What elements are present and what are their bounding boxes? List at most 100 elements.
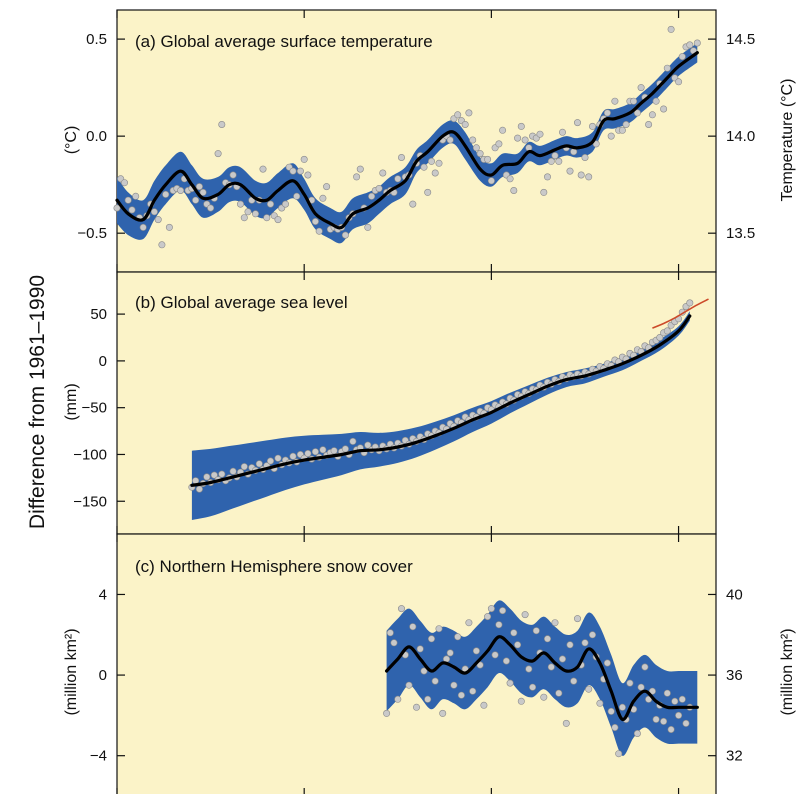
panel-a-data-point <box>293 192 301 200</box>
panel-c-data-point <box>439 709 447 717</box>
panel-a-data-point <box>311 218 319 226</box>
panel-b-left-tick-label: 0 <box>99 353 107 370</box>
panel-c-data-point <box>525 665 533 673</box>
panel-a-data-point <box>431 169 439 177</box>
panel-a-data-point <box>581 154 589 162</box>
panel-b-data-point <box>203 473 211 481</box>
panel-c-data-point <box>442 655 450 663</box>
panel-b-data-point <box>229 467 237 475</box>
shared-ylabel: Difference from 1961–1990 <box>26 275 49 529</box>
panel-a-data-point <box>150 208 158 216</box>
panel-a-title: (a) Global average surface temperature <box>135 32 433 51</box>
panel-a-data-point <box>259 165 267 173</box>
panel-b-data-point <box>210 471 218 479</box>
panel-a-data-point <box>192 196 200 204</box>
panel-c-data-point <box>450 681 458 689</box>
panel-c-data-point <box>484 613 492 621</box>
panel-a-data-point <box>476 150 484 158</box>
panel-c-data-point <box>469 687 477 695</box>
panel-c-data-point <box>633 729 641 737</box>
panel-c-data-point <box>390 639 398 647</box>
panel-c-data-point <box>540 693 548 701</box>
panel-a-ylabel-right: Temperature (°C) <box>779 79 796 202</box>
panel-c-title: (c) Northern Hemisphere snow cover <box>135 557 413 576</box>
panel-c-data-point <box>682 719 690 727</box>
panel-c-data-point <box>618 703 626 711</box>
panel-c-data-point <box>667 725 675 733</box>
panel-c-ylabel-right: (million km²) <box>779 628 796 715</box>
panel-a-data-point <box>207 204 215 212</box>
panel-c-right-tick-label: 40 <box>726 586 743 603</box>
panel-b-left-tick-label: −150 <box>73 493 107 510</box>
panel-c-data-point <box>491 651 499 659</box>
panel-b-data-point <box>364 441 372 449</box>
panel-c-data-point <box>660 717 668 725</box>
panel-c-data-point <box>570 677 578 685</box>
panel-c-data-point <box>476 661 484 669</box>
panel-a-data-point <box>521 136 529 144</box>
panel-c-data-point <box>551 619 559 627</box>
panel-a-data-point <box>540 188 548 196</box>
panel-a-data-point <box>397 154 405 162</box>
panel-c-data-point <box>510 629 518 637</box>
panel-c-data-point <box>514 641 522 649</box>
panel-b-data-point <box>341 445 349 453</box>
panel-a-data-point <box>315 227 323 235</box>
panel-b-data-point <box>266 457 274 465</box>
panel-a-data-point <box>162 190 170 198</box>
panel-a-data-point <box>551 152 559 160</box>
panel-c-data-point <box>517 697 525 705</box>
panel-a-data-point <box>603 109 611 117</box>
panel-a-data-point <box>304 171 312 179</box>
panel-a-ylabel-left: (°C) <box>63 126 80 155</box>
panel-a-data-point <box>592 140 600 148</box>
panel-a-data-point <box>424 188 432 196</box>
panel-a-data-point <box>652 97 660 105</box>
panel-a-data-point <box>218 121 226 129</box>
panel-a-smoothed-line <box>115 51 699 230</box>
panel-c-data-point <box>615 750 623 758</box>
panel-a-left-tick-label: 0.5 <box>86 31 107 48</box>
panel-a-data-point <box>296 167 304 175</box>
panel-c-data-point <box>562 719 570 727</box>
panel-a-data-point <box>566 167 574 175</box>
panel-a-data-point <box>570 148 578 156</box>
panel-c-left-tick-label: 4 <box>99 586 107 603</box>
panel-a-data-point <box>573 119 581 127</box>
panel-a-data-point <box>132 192 140 200</box>
panel-c-data-point <box>397 605 405 613</box>
panel-b-data-point <box>304 449 312 457</box>
panel-a-data-point <box>446 136 454 144</box>
panel-a-data-point <box>281 200 289 208</box>
panel-a-data-point <box>139 223 147 231</box>
panel-a-right-tick-label: 14.5 <box>726 31 755 48</box>
panel-a-data-point <box>633 109 641 117</box>
panel-a-data-point <box>693 39 701 47</box>
panel-c-data-point <box>611 723 619 731</box>
panel-c-data-point <box>641 663 649 671</box>
panel-a-data-point <box>686 41 694 49</box>
panel-a-data-point <box>368 192 376 200</box>
panel-c-data-point <box>394 695 402 703</box>
panel-b-data-point <box>349 437 357 445</box>
panel-a-data-point <box>237 200 245 208</box>
panel-c-data-point <box>558 655 566 663</box>
panel-c-data-point <box>637 683 645 691</box>
panel-a-data-point <box>266 200 274 208</box>
panel-a-data-point <box>469 136 477 144</box>
panel-a-data-point <box>607 132 615 140</box>
panel-c-data-point <box>678 695 686 703</box>
panel-c-data-point <box>573 615 581 623</box>
panel-b-uncertainty-band <box>191 311 690 520</box>
panel-a-background <box>116 9 717 273</box>
panel-a-data-point <box>263 214 271 222</box>
panel-a-plot: −0.5 0.0 0.5 13.5 14.0 14.5 <box>77 10 755 272</box>
panel-a-data-point <box>675 78 683 86</box>
panel-c-data-point <box>431 677 439 685</box>
panel-a-data-point <box>637 84 645 92</box>
panel-c-data-point <box>671 697 679 705</box>
panel-c-data-point <box>626 679 634 687</box>
panel-a-data-point <box>618 126 626 134</box>
panel-c-data-point <box>502 657 510 665</box>
panel-c-data-point <box>480 701 488 709</box>
